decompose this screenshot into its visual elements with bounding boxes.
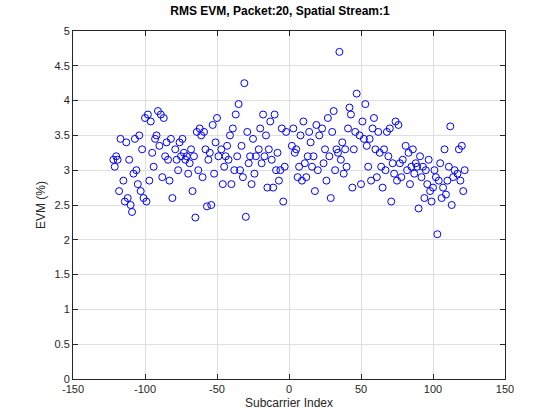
svg-text:150: 150 bbox=[496, 383, 514, 395]
svg-text:3: 3 bbox=[64, 164, 70, 176]
svg-text:3.5: 3.5 bbox=[55, 129, 70, 141]
svg-text:0.5: 0.5 bbox=[55, 338, 70, 350]
svg-text:2.5: 2.5 bbox=[55, 199, 70, 211]
svg-text:0: 0 bbox=[286, 383, 292, 395]
svg-text:RMS EVM, Packet:20, Spatial St: RMS EVM, Packet:20, Spatial Stream:1 bbox=[170, 4, 390, 18]
svg-text:-50: -50 bbox=[209, 383, 225, 395]
svg-text:-150: -150 bbox=[62, 383, 84, 395]
svg-text:-100: -100 bbox=[134, 383, 156, 395]
svg-text:1.5: 1.5 bbox=[55, 268, 70, 280]
svg-text:5: 5 bbox=[64, 25, 70, 37]
svg-text:1: 1 bbox=[64, 303, 70, 315]
svg-text:4.5: 4.5 bbox=[55, 60, 70, 72]
svg-text:4: 4 bbox=[64, 94, 70, 106]
svg-text:Subcarrier Index: Subcarrier Index bbox=[245, 396, 333, 410]
svg-text:EVM (%): EVM (%) bbox=[34, 181, 48, 229]
svg-text:2: 2 bbox=[64, 234, 70, 246]
svg-text:50: 50 bbox=[355, 383, 367, 395]
svg-text:100: 100 bbox=[424, 383, 442, 395]
svg-text:0: 0 bbox=[64, 373, 70, 385]
